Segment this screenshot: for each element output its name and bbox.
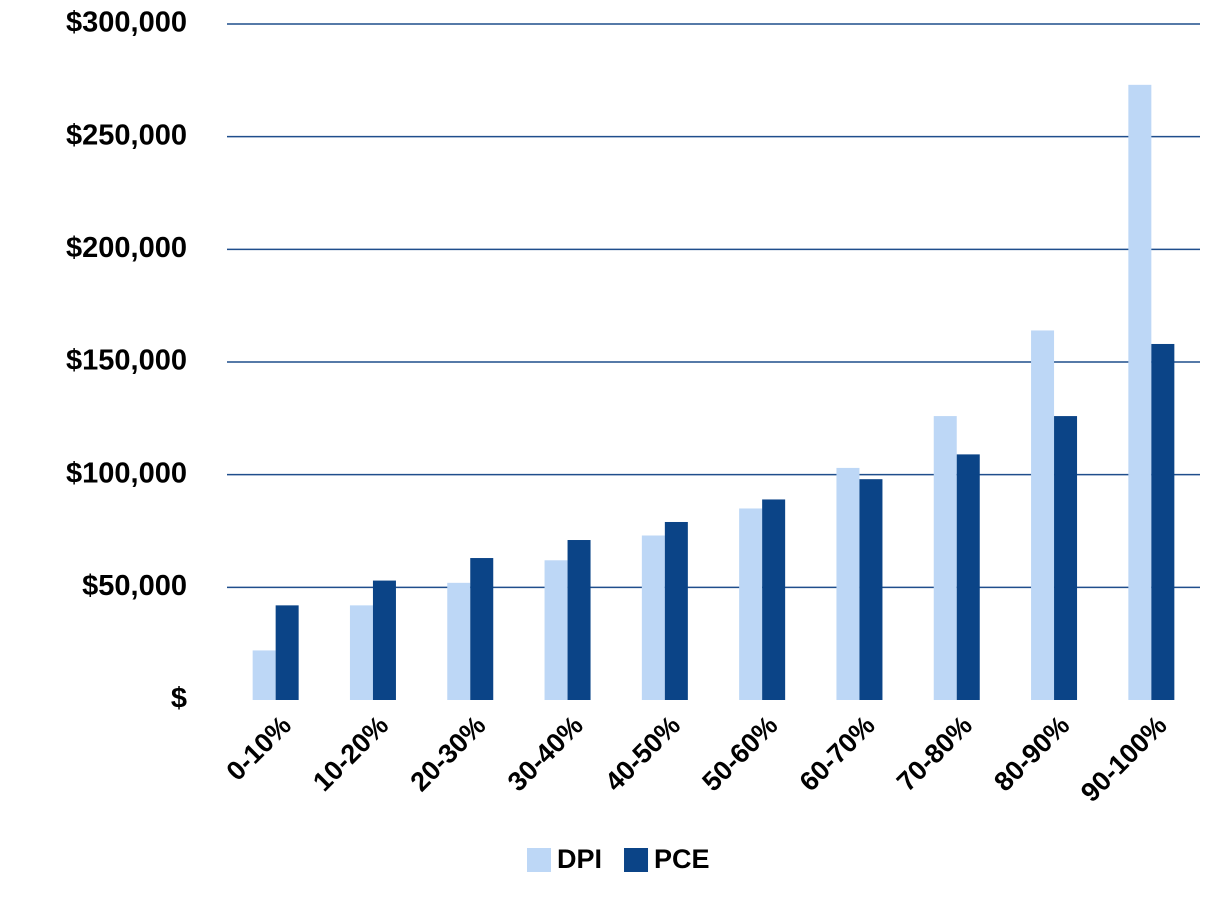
x-tick-label: 0-10% <box>221 710 297 786</box>
legend-label: DPI <box>557 844 602 874</box>
x-tick-label: 10-20% <box>307 710 394 797</box>
bar <box>1151 343 1175 700</box>
x-tick-label: 90-100% <box>1075 710 1173 808</box>
x-tick-label: 70-80% <box>891 710 978 797</box>
x-tick-label: 50-60% <box>696 710 783 797</box>
bar <box>252 650 276 700</box>
y-tick-label: $100,000 <box>66 457 187 489</box>
y-tick-label: $ <box>171 683 187 715</box>
x-tick-label: 40-50% <box>599 710 686 797</box>
bar <box>739 508 763 700</box>
bar <box>933 416 957 700</box>
x-tick-label: 20-30% <box>405 710 492 797</box>
y-tick-label: $250,000 <box>66 119 187 151</box>
bar <box>1031 330 1055 700</box>
bar <box>762 499 786 700</box>
bar <box>349 605 373 700</box>
x-tick-label: 80-90% <box>988 710 1075 797</box>
bar <box>641 535 665 700</box>
bar <box>664 521 688 700</box>
y-tick-label: $150,000 <box>66 345 187 377</box>
bar <box>836 467 860 700</box>
bar <box>275 605 299 700</box>
x-tick-label: 30-40% <box>502 710 589 797</box>
bar <box>372 580 396 700</box>
bar <box>567 540 591 700</box>
y-tick-label: $200,000 <box>66 232 187 264</box>
y-tick-label: $300,000 <box>66 7 187 39</box>
bar <box>544 560 568 700</box>
legend-swatch <box>527 848 551 872</box>
bar <box>859 479 883 700</box>
legend-label: PCE <box>654 844 710 874</box>
y-tick-label: $50,000 <box>82 570 187 602</box>
bar <box>447 582 471 700</box>
bar <box>1054 416 1078 700</box>
legend-swatch <box>624 848 649 872</box>
bar <box>1128 84 1152 701</box>
bar <box>956 454 980 700</box>
bar <box>470 558 494 700</box>
x-tick-label: 60-70% <box>794 710 881 797</box>
